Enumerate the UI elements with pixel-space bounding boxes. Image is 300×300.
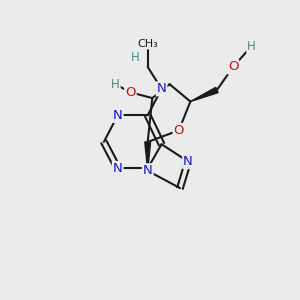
Text: O: O xyxy=(174,124,184,137)
Text: N: N xyxy=(113,109,123,122)
Text: N: N xyxy=(183,155,193,168)
Text: O: O xyxy=(228,60,238,74)
Text: CH₃: CH₃ xyxy=(137,39,158,49)
Text: N: N xyxy=(143,164,153,177)
Text: N: N xyxy=(157,82,166,95)
Text: H: H xyxy=(111,78,120,91)
Text: O: O xyxy=(125,86,136,99)
Polygon shape xyxy=(190,87,218,101)
Text: N: N xyxy=(113,162,123,175)
Text: H: H xyxy=(130,51,140,64)
Text: H: H xyxy=(247,40,256,53)
Polygon shape xyxy=(145,142,151,171)
